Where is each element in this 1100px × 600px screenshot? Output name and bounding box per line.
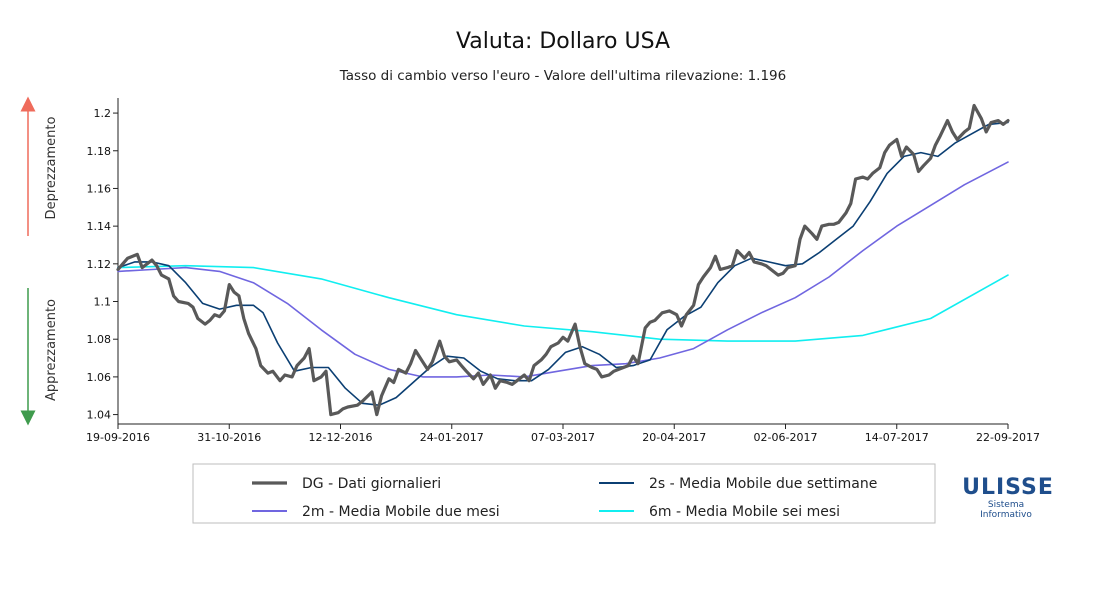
x-tick-label: 02-06-2017	[754, 431, 818, 444]
y-tick-label: 1.14	[87, 220, 112, 233]
chart-title: Valuta: Dollaro USA	[456, 29, 670, 54]
legend-box	[192, 463, 936, 524]
chart-subtitle: Tasso di cambio verso l'euro - Valore de…	[339, 68, 787, 84]
y-tick-label: 1.2	[94, 107, 112, 120]
x-tick-label: 19-09-2016	[86, 431, 150, 444]
x-tick-label: 22-09-2017	[976, 431, 1040, 444]
legend-item-daily: DG - Dati giornalieri	[252, 476, 441, 492]
ulisse-logo: ULISSE Sistema Informativo	[962, 475, 1054, 520]
x-tick-label: 12-12-2016	[309, 431, 373, 444]
y-tick-label: 1.18	[87, 145, 112, 158]
legend-item-two-week: 2s - Media Mobile due settimane	[599, 476, 877, 492]
legend-label: 6m - Media Mobile sei mesi	[649, 504, 840, 520]
y-tick-label: 1.06	[87, 371, 112, 384]
y-tick-label: 1.04	[87, 409, 112, 422]
legend-label: 2m - Media Mobile due mesi	[302, 504, 500, 520]
y-tick-label: 1.08	[87, 333, 112, 346]
depreciation-label: Deprezzamento	[44, 117, 59, 220]
x-tick-label: 24-01-2017	[420, 431, 484, 444]
x-tick-label: 20-04-2017	[642, 431, 706, 444]
two-month-moving-average-line	[117, 161, 1009, 378]
x-tick-label: 07-03-2017	[531, 431, 595, 444]
legend-label: DG - Dati giornalieri	[302, 476, 441, 492]
six-month-moving-average-line	[117, 264, 1009, 342]
y-tick-group: 1.04 1.06 1.08 1.1 1.12 1.14 1.16 1.18 1.2	[87, 107, 118, 422]
x-tick-label: 31-10-2016	[197, 431, 261, 444]
daily-data-line	[116, 103, 1010, 417]
two-week-moving-average-line	[117, 121, 1009, 406]
series-group	[116, 103, 1010, 417]
y-tick-label: 1.1	[94, 296, 112, 309]
y-tick-label: 1.16	[87, 182, 112, 195]
legend-item-six-month: 6m - Media Mobile sei mesi	[599, 504, 840, 520]
legend: DG - Dati giornalieri 2s - Media Mobile d…	[252, 476, 877, 520]
logo-text: ULISSE	[962, 475, 1054, 500]
logo-subtitle-2: Informativo	[980, 510, 1032, 520]
appreciation-label: Apprezzamento	[44, 299, 59, 401]
legend-label: 2s - Media Mobile due settimane	[649, 476, 877, 492]
legend-item-two-month: 2m - Media Mobile due mesi	[252, 504, 500, 520]
y-tick-label: 1.12	[87, 258, 112, 271]
x-tick-label: 14-07-2017	[865, 431, 929, 444]
logo-subtitle-1: Sistema	[988, 500, 1024, 510]
x-tick-group: 19-09-2016 31-10-2016 12-12-2016 24-01-2017…	[86, 424, 1040, 444]
